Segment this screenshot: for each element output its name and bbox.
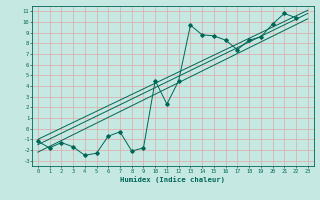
X-axis label: Humidex (Indice chaleur): Humidex (Indice chaleur) — [120, 176, 225, 183]
